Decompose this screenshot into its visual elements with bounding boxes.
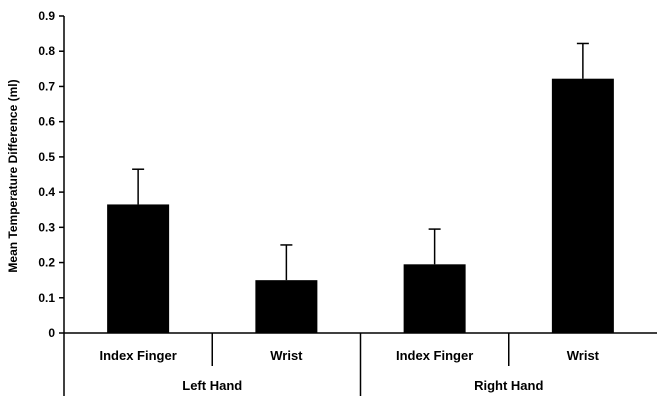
y-tick-label: 0.3 [38,220,55,234]
y-tick-label: 0.1 [38,291,55,305]
y-tick-label: 0.2 [38,256,55,270]
category-label: Index Finger [396,348,473,363]
bars [107,78,614,333]
y-ticks: 0 0.1 0.2 0.3 0.4 0.5 0.6 0.7 0.8 0.9 [38,9,64,340]
y-tick-label: 0.8 [38,44,55,58]
y-tick-label: 0.6 [38,115,55,129]
y-tick-label: 0.9 [38,9,55,23]
group-labels: Left Hand Right Hand [63,333,543,396]
bar [551,78,614,333]
category-label: Index Finger [99,348,176,363]
group-label: Right Hand [474,378,543,393]
y-axis-label: Mean Temperature Difference (ml) [6,79,20,272]
bar [403,264,466,333]
y-tick-label: 0 [48,326,55,340]
category-labels: Index Finger Wrist Index Finger Wrist [99,348,599,363]
bar [255,280,318,333]
y-tick-label: 0.7 [38,79,55,93]
category-label: Wrist [270,348,303,363]
category-label: Wrist [567,348,600,363]
bar [107,204,170,333]
y-tick-label: 0.4 [38,185,55,199]
error-bars [132,42,589,281]
y-tick-label: 0.5 [38,150,55,164]
group-label: Left Hand [182,378,242,393]
